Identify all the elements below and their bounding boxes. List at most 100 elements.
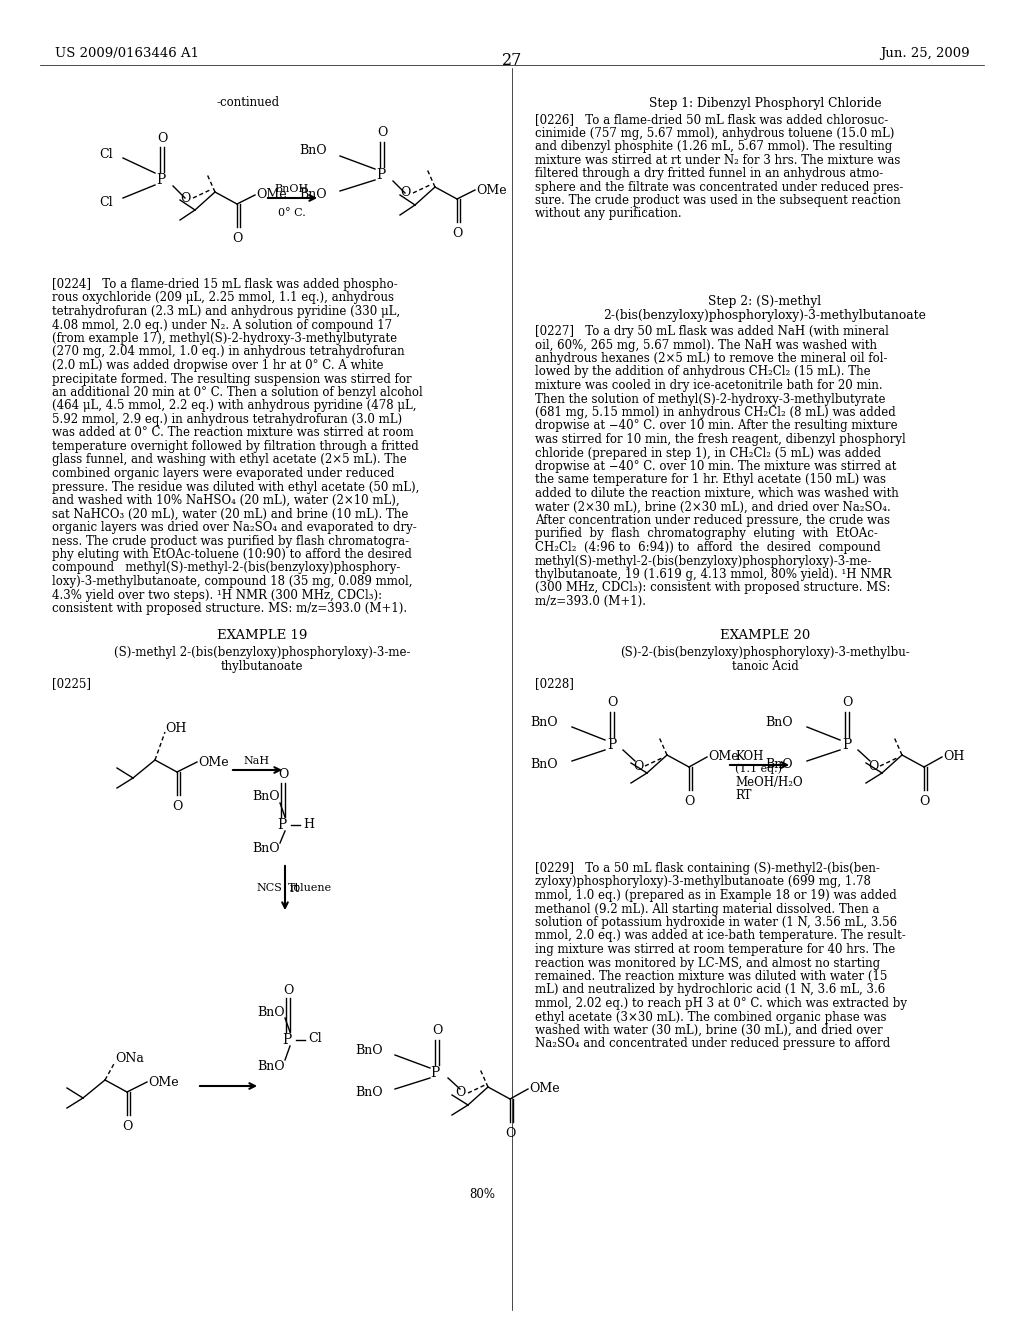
Text: O: O <box>505 1127 515 1140</box>
Text: MeOH/H₂O: MeOH/H₂O <box>735 776 803 789</box>
Text: OMe: OMe <box>148 1076 178 1089</box>
Text: pressure. The residue was diluted with ethyl acetate (50 mL),: pressure. The residue was diluted with e… <box>52 480 420 494</box>
Text: Step 1: Dibenzyl Phosphoryl Chloride: Step 1: Dibenzyl Phosphoryl Chloride <box>648 96 882 110</box>
Text: P: P <box>278 818 287 832</box>
Text: (S)-2-(bis(benzyloxy)phosphoryloxy)-3-methylbu-: (S)-2-(bis(benzyloxy)phosphoryloxy)-3-me… <box>621 645 910 659</box>
Text: 4.3% yield over two steps). ¹H NMR (300 MHz, CDCl₃):: 4.3% yield over two steps). ¹H NMR (300 … <box>52 589 382 602</box>
Text: RT: RT <box>735 789 752 803</box>
Text: O: O <box>377 127 387 140</box>
Text: BnO: BnO <box>355 1086 383 1100</box>
Text: consistent with proposed structure. MS: m/z=393.0 (M+1).: consistent with proposed structure. MS: … <box>52 602 408 615</box>
Text: Toluene: Toluene <box>288 883 332 894</box>
Text: temperature overnight followed by filtration through a fritted: temperature overnight followed by filtra… <box>52 440 419 453</box>
Text: dropwise at −40° C. over 10 min. The mixture was stirred at: dropwise at −40° C. over 10 min. The mix… <box>535 459 896 473</box>
Text: KOH: KOH <box>735 750 763 763</box>
Text: mmol, 2.0 eq.) was added at ice-bath temperature. The result-: mmol, 2.0 eq.) was added at ice-bath tem… <box>535 929 906 942</box>
Text: BnO: BnO <box>252 791 280 804</box>
Text: 4.08 mmol, 2.0 eq.) under N₂. A solution of compound 17: 4.08 mmol, 2.0 eq.) under N₂. A solution… <box>52 318 392 331</box>
Text: O: O <box>180 191 190 205</box>
Text: mixture was stirred at rt under N₂ for 3 hrs. The mixture was: mixture was stirred at rt under N₂ for 3… <box>535 153 900 166</box>
Text: After concentration under reduced pressure, the crude was: After concentration under reduced pressu… <box>535 513 890 527</box>
Text: (681 mg, 5.15 mmol) in anhydrous CH₂Cl₂ (8 mL) was added: (681 mg, 5.15 mmol) in anhydrous CH₂Cl₂ … <box>535 407 896 418</box>
Text: EXAMPLE 19: EXAMPLE 19 <box>217 630 307 642</box>
Text: OMe: OMe <box>529 1082 560 1096</box>
Text: BnO: BnO <box>257 1006 285 1019</box>
Text: O: O <box>432 1024 442 1038</box>
Text: NCS: NCS <box>256 883 282 894</box>
Text: glass funnel, and washing with ethyl acetate (2×5 mL). The: glass funnel, and washing with ethyl ace… <box>52 454 407 466</box>
Text: [0228]: [0228] <box>535 677 573 690</box>
Text: added to dilute the reaction mixture, which was washed with: added to dilute the reaction mixture, wh… <box>535 487 899 500</box>
Text: O: O <box>283 983 293 997</box>
Text: P: P <box>843 738 852 752</box>
Text: [0229]   To a 50 mL flask containing (S)-methyl2-(bis(ben-: [0229] To a 50 mL flask containing (S)-m… <box>535 862 880 875</box>
Text: remained. The reaction mixture was diluted with water (15: remained. The reaction mixture was dilut… <box>535 970 888 983</box>
Text: O: O <box>607 697 617 710</box>
Text: OH: OH <box>943 751 965 763</box>
Text: OMe: OMe <box>198 755 228 768</box>
Text: without any purification.: without any purification. <box>535 207 682 220</box>
Text: P: P <box>607 738 616 752</box>
Text: O: O <box>633 759 643 772</box>
Text: compound   methyl(S)-methyl-2-(bis(benzyloxy)phosphory-: compound methyl(S)-methyl-2-(bis(benzylo… <box>52 561 400 574</box>
Text: [0224]   To a flame-dried 15 mL flask was added phospho-: [0224] To a flame-dried 15 mL flask was … <box>52 279 397 290</box>
Text: O: O <box>684 795 694 808</box>
Text: BnO: BnO <box>299 144 327 157</box>
Text: phy eluting with EtOAc-toluene (10:90) to afford the desired: phy eluting with EtOAc-toluene (10:90) t… <box>52 548 412 561</box>
Text: O: O <box>278 768 288 781</box>
Text: thylbutanoate, 19 (1.619 g, 4.13 mmol, 80% yield). ¹H NMR: thylbutanoate, 19 (1.619 g, 4.13 mmol, 8… <box>535 568 892 581</box>
Text: Cl: Cl <box>308 1031 322 1044</box>
Text: ness. The crude product was purified by flash chromatogra-: ness. The crude product was purified by … <box>52 535 410 548</box>
Text: Then the solution of methyl(S)-2-hydroxy-3-methylbutyrate: Then the solution of methyl(S)-2-hydroxy… <box>535 392 886 405</box>
Text: and washed with 10% NaHSO₄ (20 mL), water (2×10 mL),: and washed with 10% NaHSO₄ (20 mL), wate… <box>52 494 399 507</box>
Text: (S)-methyl 2-(bis(benzyloxy)phosphoryloxy)-3-me-: (S)-methyl 2-(bis(benzyloxy)phosphorylox… <box>114 645 411 659</box>
Text: [0227]   To a dry 50 mL flask was added NaH (with mineral: [0227] To a dry 50 mL flask was added Na… <box>535 325 889 338</box>
Text: zyloxy)phosphoryloxy)-3-methylbutanoate (699 mg, 1.78: zyloxy)phosphoryloxy)-3-methylbutanoate … <box>535 875 870 888</box>
Text: NaH: NaH <box>244 756 270 766</box>
Text: mixture was cooled in dry ice-acetonitrile bath for 20 min.: mixture was cooled in dry ice-acetonitri… <box>535 379 883 392</box>
Text: reaction was monitored by LC-MS, and almost no starting: reaction was monitored by LC-MS, and alm… <box>535 957 880 969</box>
Text: precipitate formed. The resulting suspension was stirred for: precipitate formed. The resulting suspen… <box>52 372 412 385</box>
Text: P: P <box>377 168 386 182</box>
Text: m/z=393.0 (M+1).: m/z=393.0 (M+1). <box>535 595 646 609</box>
Text: EXAMPLE 20: EXAMPLE 20 <box>720 630 810 642</box>
Text: Cl: Cl <box>99 148 113 161</box>
Text: BnO: BnO <box>765 717 793 730</box>
Text: lowed by the addition of anhydrous CH₂Cl₂ (15 mL). The: lowed by the addition of anhydrous CH₂Cl… <box>535 366 870 379</box>
Text: rt: rt <box>290 882 300 895</box>
Text: BnO: BnO <box>530 759 558 771</box>
Text: thylbutanoate: thylbutanoate <box>221 660 303 673</box>
Text: 0° C.: 0° C. <box>279 209 306 218</box>
Text: and dibenzyl phosphite (1.26 mL, 5.67 mmol). The resulting: and dibenzyl phosphite (1.26 mL, 5.67 mm… <box>535 140 892 153</box>
Text: P: P <box>283 1034 292 1047</box>
Text: cinimide (757 mg, 5.67 mmol), anhydrous toluene (15.0 mL): cinimide (757 mg, 5.67 mmol), anhydrous … <box>535 127 894 140</box>
Text: chloride (prepared in step 1), in CH₂Cl₂ (5 mL) was added: chloride (prepared in step 1), in CH₂Cl₂… <box>535 446 881 459</box>
Text: was stirred for 10 min, the fresh reagent, dibenzyl phosphoryl: was stirred for 10 min, the fresh reagen… <box>535 433 906 446</box>
Text: O: O <box>231 232 243 246</box>
Text: oil, 60%, 265 mg, 5.67 mmol). The NaH was washed with: oil, 60%, 265 mg, 5.67 mmol). The NaH wa… <box>535 338 877 351</box>
Text: (from example 17), methyl(S)-2-hydroxy-3-methylbutyrate: (from example 17), methyl(S)-2-hydroxy-3… <box>52 333 397 345</box>
Text: O: O <box>122 1119 132 1133</box>
Text: was added at 0° C. The reaction mixture was stirred at room: was added at 0° C. The reaction mixture … <box>52 426 414 440</box>
Text: (464 μL, 4.5 mmol, 2.2 eq.) with anhydrous pyridine (478 μL,: (464 μL, 4.5 mmol, 2.2 eq.) with anhydro… <box>52 400 417 412</box>
Text: mL) and neutralized by hydrochloric acid (1 N, 3.6 mL, 3.6: mL) and neutralized by hydrochloric acid… <box>535 983 886 997</box>
Text: mmol, 2.02 eq.) to reach pH 3 at 0° C. which was extracted by: mmol, 2.02 eq.) to reach pH 3 at 0° C. w… <box>535 997 907 1010</box>
Text: washed with water (30 mL), brine (30 mL), and dried over: washed with water (30 mL), brine (30 mL)… <box>535 1024 883 1038</box>
Text: ONa: ONa <box>115 1052 144 1064</box>
Text: methyl(S)-methyl-2-(bis(benzyloxy)phosphoryloxy)-3-me-: methyl(S)-methyl-2-(bis(benzyloxy)phosph… <box>535 554 872 568</box>
Text: (270 mg, 2.04 mmol, 1.0 eq.) in anhydrous tetrahydrofuran: (270 mg, 2.04 mmol, 1.0 eq.) in anhydrou… <box>52 346 404 359</box>
Text: mmol, 1.0 eq.) (prepared as in Example 18 or 19) was added: mmol, 1.0 eq.) (prepared as in Example 1… <box>535 888 897 902</box>
Text: BnO: BnO <box>252 842 280 855</box>
Text: [0225]: [0225] <box>52 677 91 690</box>
Text: O: O <box>399 186 411 199</box>
Text: OMe: OMe <box>708 751 738 763</box>
Text: sat NaHCO₃ (20 mL), water (20 mL) and brine (10 mL). The: sat NaHCO₃ (20 mL), water (20 mL) and br… <box>52 507 409 520</box>
Text: O: O <box>919 795 929 808</box>
Text: O: O <box>842 697 852 710</box>
Text: BnOH: BnOH <box>274 183 309 194</box>
Text: 27: 27 <box>502 51 522 69</box>
Text: O: O <box>157 132 167 144</box>
Text: O: O <box>452 227 462 240</box>
Text: OMe: OMe <box>476 183 507 197</box>
Text: ethyl acetate (3×30 mL). The combined organic phase was: ethyl acetate (3×30 mL). The combined or… <box>535 1011 887 1023</box>
